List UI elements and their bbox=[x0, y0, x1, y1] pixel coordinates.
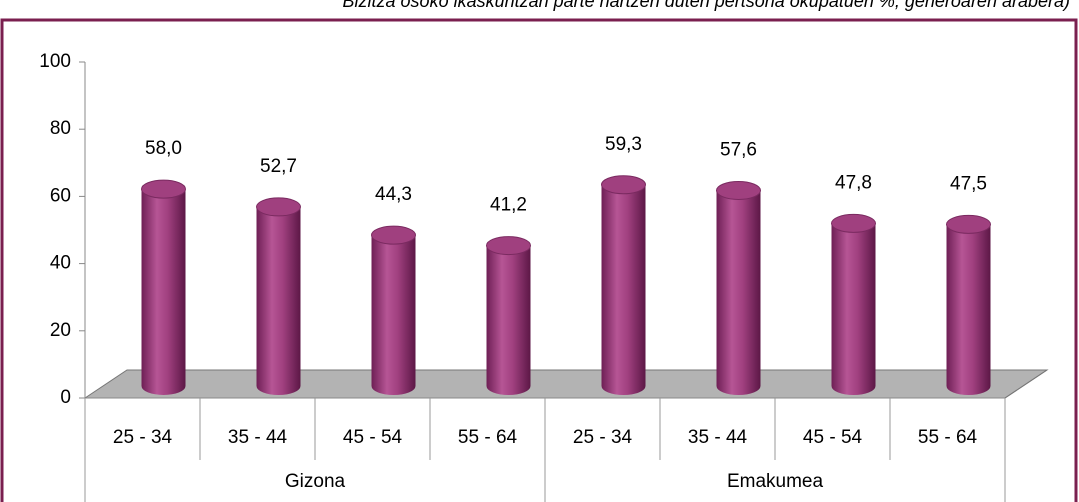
group-label: Emakumea bbox=[727, 471, 824, 492]
x-tick-label: 45 - 54 bbox=[803, 427, 863, 448]
value-label: 47,8 bbox=[835, 172, 872, 193]
bar-top bbox=[141, 179, 186, 199]
bar bbox=[601, 184, 646, 395]
bar bbox=[256, 206, 301, 395]
floor bbox=[83, 369, 1049, 399]
value-label: 59,3 bbox=[605, 134, 642, 155]
bar-top bbox=[946, 214, 991, 234]
bar-top bbox=[486, 236, 531, 256]
x-tick-label: 25 - 34 bbox=[573, 427, 633, 448]
value-label: 41,2 bbox=[490, 195, 527, 216]
bar bbox=[946, 224, 991, 395]
y-tick-label: 0 bbox=[60, 387, 71, 408]
x-tick-label: 25 - 34 bbox=[113, 427, 173, 448]
y-tick-label: 60 bbox=[50, 185, 71, 206]
y-tick-label: 40 bbox=[50, 253, 71, 274]
y-tick-label: 80 bbox=[50, 118, 71, 139]
value-label: 58,0 bbox=[145, 138, 182, 159]
x-axis-back bbox=[1004, 369, 1048, 399]
chart-title: Bizitza osoko ikaskuntzan parte hartzen … bbox=[343, 0, 1070, 11]
bar bbox=[831, 223, 876, 395]
x-tick-label: 35 - 44 bbox=[228, 427, 288, 448]
bar-top bbox=[371, 225, 416, 245]
value-label: 52,7 bbox=[260, 156, 297, 177]
frame bbox=[0, 18, 1078, 502]
value-label: 47,5 bbox=[950, 173, 987, 194]
x-tick-label: 55 - 64 bbox=[918, 427, 978, 448]
bar-top bbox=[256, 197, 301, 217]
bar-top bbox=[601, 175, 646, 195]
bar bbox=[486, 245, 531, 395]
bar bbox=[371, 235, 416, 395]
x-tick-label: 55 - 64 bbox=[458, 427, 518, 448]
x-tick-label: 35 - 44 bbox=[688, 427, 748, 448]
bar-top bbox=[716, 180, 761, 200]
value-label: 44,3 bbox=[375, 184, 412, 205]
value-label: 57,6 bbox=[720, 139, 757, 160]
y-tick-label: 20 bbox=[50, 320, 71, 341]
y-tick-label: 100 bbox=[39, 51, 71, 72]
bar bbox=[141, 189, 186, 395]
group-label: Gizona bbox=[285, 471, 346, 492]
x-tick-label: 45 - 54 bbox=[343, 427, 403, 448]
bar-top bbox=[831, 213, 876, 233]
bar bbox=[716, 190, 761, 395]
